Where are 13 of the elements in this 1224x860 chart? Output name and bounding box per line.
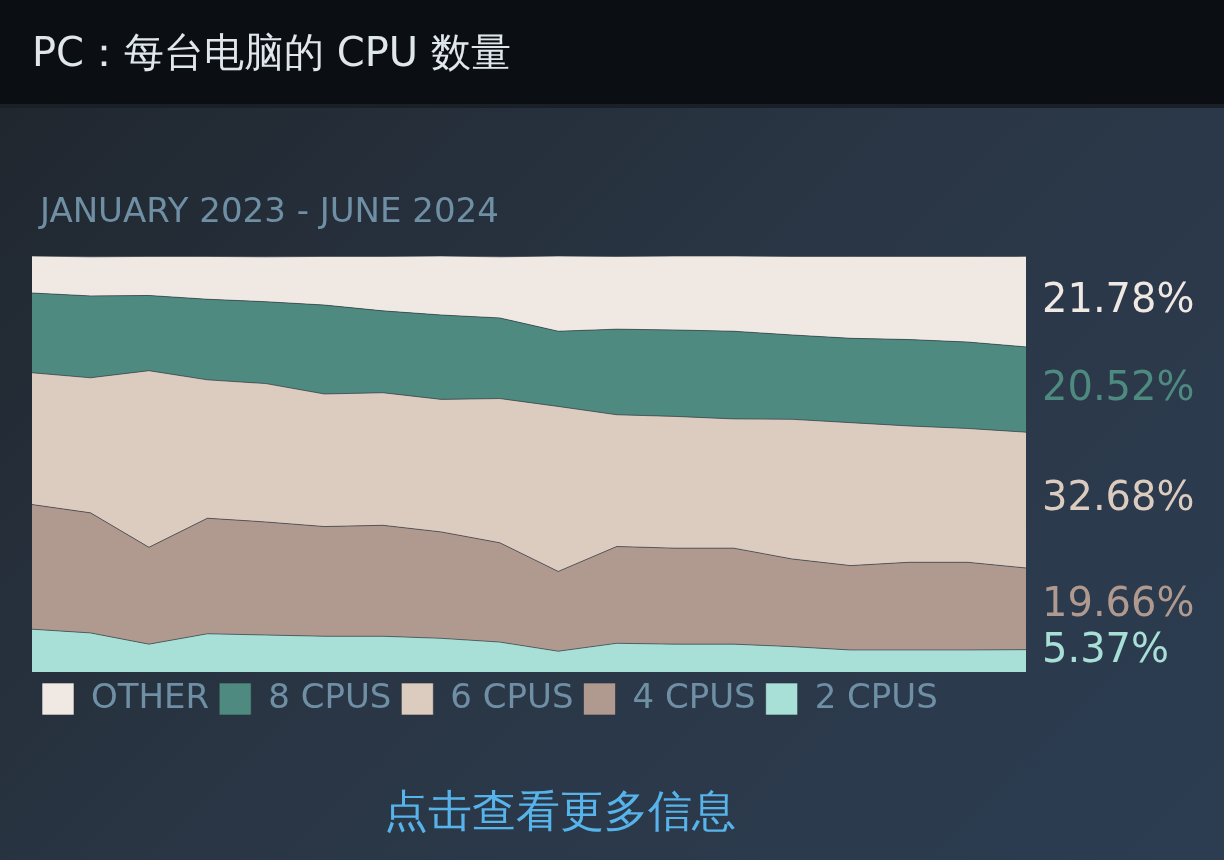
chart-title: PC：每台电脑的 CPU 数量 [32, 27, 511, 77]
data-label: 5.37% [1042, 625, 1170, 672]
legend-label: 4 CPUS [632, 675, 756, 716]
text: 点击查看更多信息 [383, 784, 737, 838]
data-label: 20.52% [1042, 362, 1195, 409]
legend-label: 2 CPUS [814, 675, 938, 716]
data-label: 32.68% [1042, 473, 1195, 520]
data-label: 19.66% [1042, 579, 1195, 626]
legend-label: OTHER [91, 675, 210, 716]
chart-subtitle: JANUARY 2023 - JUNE 2024 [40, 190, 499, 230]
legend-label: 6 CPUS [450, 675, 574, 716]
legend-label: 8 CPUS [268, 675, 392, 716]
data-label: 21.78% [1042, 275, 1195, 322]
